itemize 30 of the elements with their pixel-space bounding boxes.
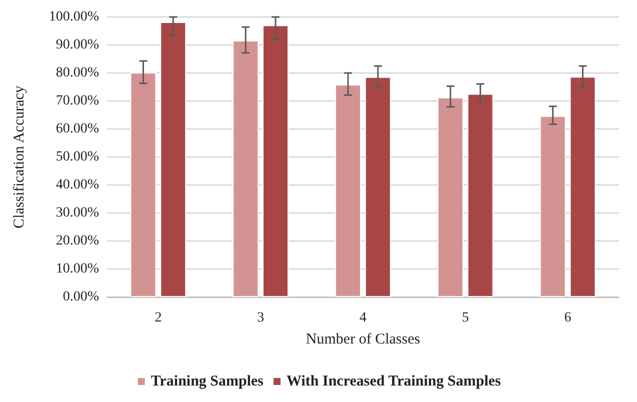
x-tick-label: 6 bbox=[564, 310, 572, 326]
y-tick-label: 50.00% bbox=[56, 150, 100, 164]
y-tick-label: 90.00% bbox=[56, 38, 100, 52]
bar bbox=[467, 94, 494, 297]
bar bbox=[262, 25, 289, 297]
x-tick-label: 4 bbox=[360, 310, 366, 326]
bar bbox=[540, 116, 566, 297]
x-tick-label: 2 bbox=[154, 310, 162, 326]
y-tick-label: 80.00% bbox=[56, 66, 100, 80]
bar bbox=[335, 84, 362, 297]
bar bbox=[160, 22, 186, 297]
y-tick-label: 100.00% bbox=[48, 10, 100, 24]
legend-label: Training Samples bbox=[150, 374, 264, 390]
bar bbox=[130, 72, 156, 297]
y-tick-label: 20.00% bbox=[56, 234, 100, 248]
y-tick-label: 60.00% bbox=[56, 122, 100, 136]
legend-label: With Increased Training Samples bbox=[286, 374, 502, 390]
y-tick-label: 70.00% bbox=[56, 94, 100, 108]
y-tick-label: 30.00% bbox=[56, 206, 100, 220]
x-tick-label: 5 bbox=[462, 310, 469, 326]
x-axis-title: Number of Classes bbox=[306, 332, 420, 348]
bar bbox=[570, 76, 596, 297]
y-tick-label: 0.00% bbox=[62, 290, 100, 304]
y-axis-title: Classification Accuracy bbox=[12, 85, 28, 228]
bar bbox=[364, 76, 391, 297]
bar bbox=[437, 97, 464, 297]
bar bbox=[232, 40, 259, 297]
x-tick-label: 3 bbox=[257, 310, 264, 326]
y-tick-label: 40.00% bbox=[56, 178, 100, 192]
y-tick-label: 10.00% bbox=[56, 262, 100, 276]
